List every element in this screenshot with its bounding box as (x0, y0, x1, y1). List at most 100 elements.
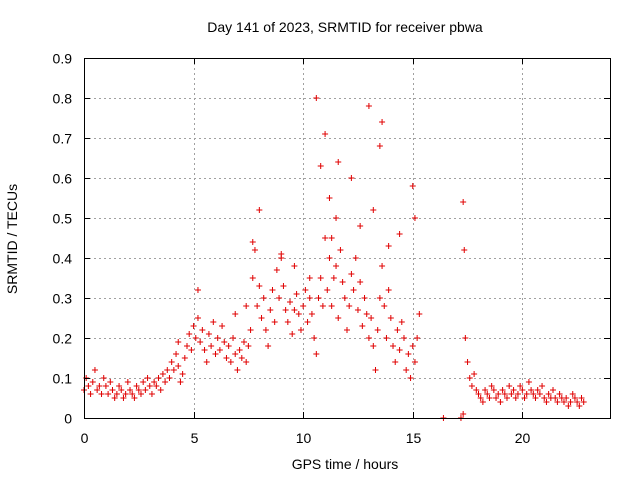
data-point (256, 283, 263, 289)
data-point (159, 371, 166, 377)
data-point (414, 335, 421, 341)
data-point (282, 307, 289, 313)
x-tick-label: 5 (191, 430, 199, 446)
data-point (387, 315, 394, 321)
data-point (411, 359, 418, 365)
data-point (127, 387, 134, 393)
data-point (173, 351, 180, 357)
data-point (400, 335, 407, 341)
data-point (289, 331, 296, 337)
data-point (102, 383, 109, 389)
data-point (221, 339, 228, 345)
data-point (122, 391, 129, 397)
data-point (168, 359, 175, 365)
data-point (192, 335, 199, 341)
data-point (100, 375, 107, 381)
data-point (260, 295, 267, 301)
data-point (521, 395, 528, 401)
data-point (271, 319, 278, 325)
data-point (175, 339, 182, 345)
data-point (567, 399, 574, 405)
y-tick-label: 0.6 (53, 171, 73, 187)
data-point (94, 387, 101, 393)
data-point (269, 287, 276, 293)
data-point (137, 391, 144, 397)
data-point (510, 387, 517, 393)
y-tick-label: 0.3 (53, 291, 73, 307)
data-point (499, 387, 506, 393)
data-point (258, 315, 265, 321)
data-point (530, 391, 537, 397)
data-point (464, 359, 471, 365)
data-point (208, 343, 215, 349)
data-point (214, 335, 221, 341)
plot-frame (84, 58, 611, 419)
data-point (216, 347, 223, 353)
data-point (580, 399, 587, 405)
data-point (394, 327, 401, 333)
data-point (484, 391, 491, 397)
data-point (302, 287, 309, 293)
data-point (335, 315, 342, 321)
data-point (175, 363, 182, 369)
data-point (326, 255, 333, 261)
data-point (556, 391, 563, 397)
data-point (317, 275, 324, 281)
data-point (493, 395, 500, 401)
data-point (129, 391, 136, 397)
data-point (295, 311, 302, 317)
chart-title: Day 141 of 2023, SRMTID for receiver pbw… (207, 19, 483, 35)
data-point (333, 215, 340, 221)
data-point (276, 295, 283, 301)
data-point (232, 311, 239, 317)
data-point (267, 307, 274, 313)
data-point (512, 395, 519, 401)
data-point (98, 391, 105, 397)
data-point (262, 327, 269, 333)
y-tick-label: 0.4 (53, 251, 73, 267)
data-point (409, 343, 416, 349)
data-point (508, 391, 515, 397)
data-point (300, 303, 307, 309)
data-point (256, 207, 263, 213)
x-axis-label: GPS time / hours (292, 456, 399, 472)
data-point (96, 383, 103, 389)
data-point (534, 387, 541, 393)
y-tick-label: 0.5 (53, 211, 73, 227)
data-point (359, 323, 366, 329)
data-point (238, 355, 245, 361)
data-point (370, 343, 377, 349)
data-point (545, 391, 552, 397)
data-point (569, 391, 576, 397)
data-point (109, 387, 116, 393)
scatter-points (81, 95, 587, 421)
data-point (251, 247, 258, 253)
data-point (405, 351, 412, 357)
y-axis-label: SRMTID / TECUs (4, 184, 20, 294)
data-point (460, 411, 467, 417)
data-point (554, 399, 561, 405)
data-point (372, 367, 379, 373)
data-point (306, 275, 313, 281)
data-point (113, 391, 120, 397)
data-point (337, 247, 344, 253)
data-point (91, 367, 98, 373)
data-point (576, 403, 583, 409)
data-point (403, 367, 410, 373)
data-point (319, 303, 326, 309)
data-point (243, 303, 250, 309)
data-point (471, 371, 478, 377)
data-point (249, 275, 256, 281)
data-point (87, 391, 94, 397)
data-point (330, 275, 337, 281)
data-point (350, 287, 357, 293)
data-point (368, 315, 375, 321)
data-point (578, 395, 585, 401)
data-point (234, 367, 241, 373)
data-point (352, 255, 359, 261)
data-point (348, 271, 355, 277)
data-point (278, 251, 285, 257)
data-point (201, 347, 208, 353)
data-point (374, 327, 381, 333)
